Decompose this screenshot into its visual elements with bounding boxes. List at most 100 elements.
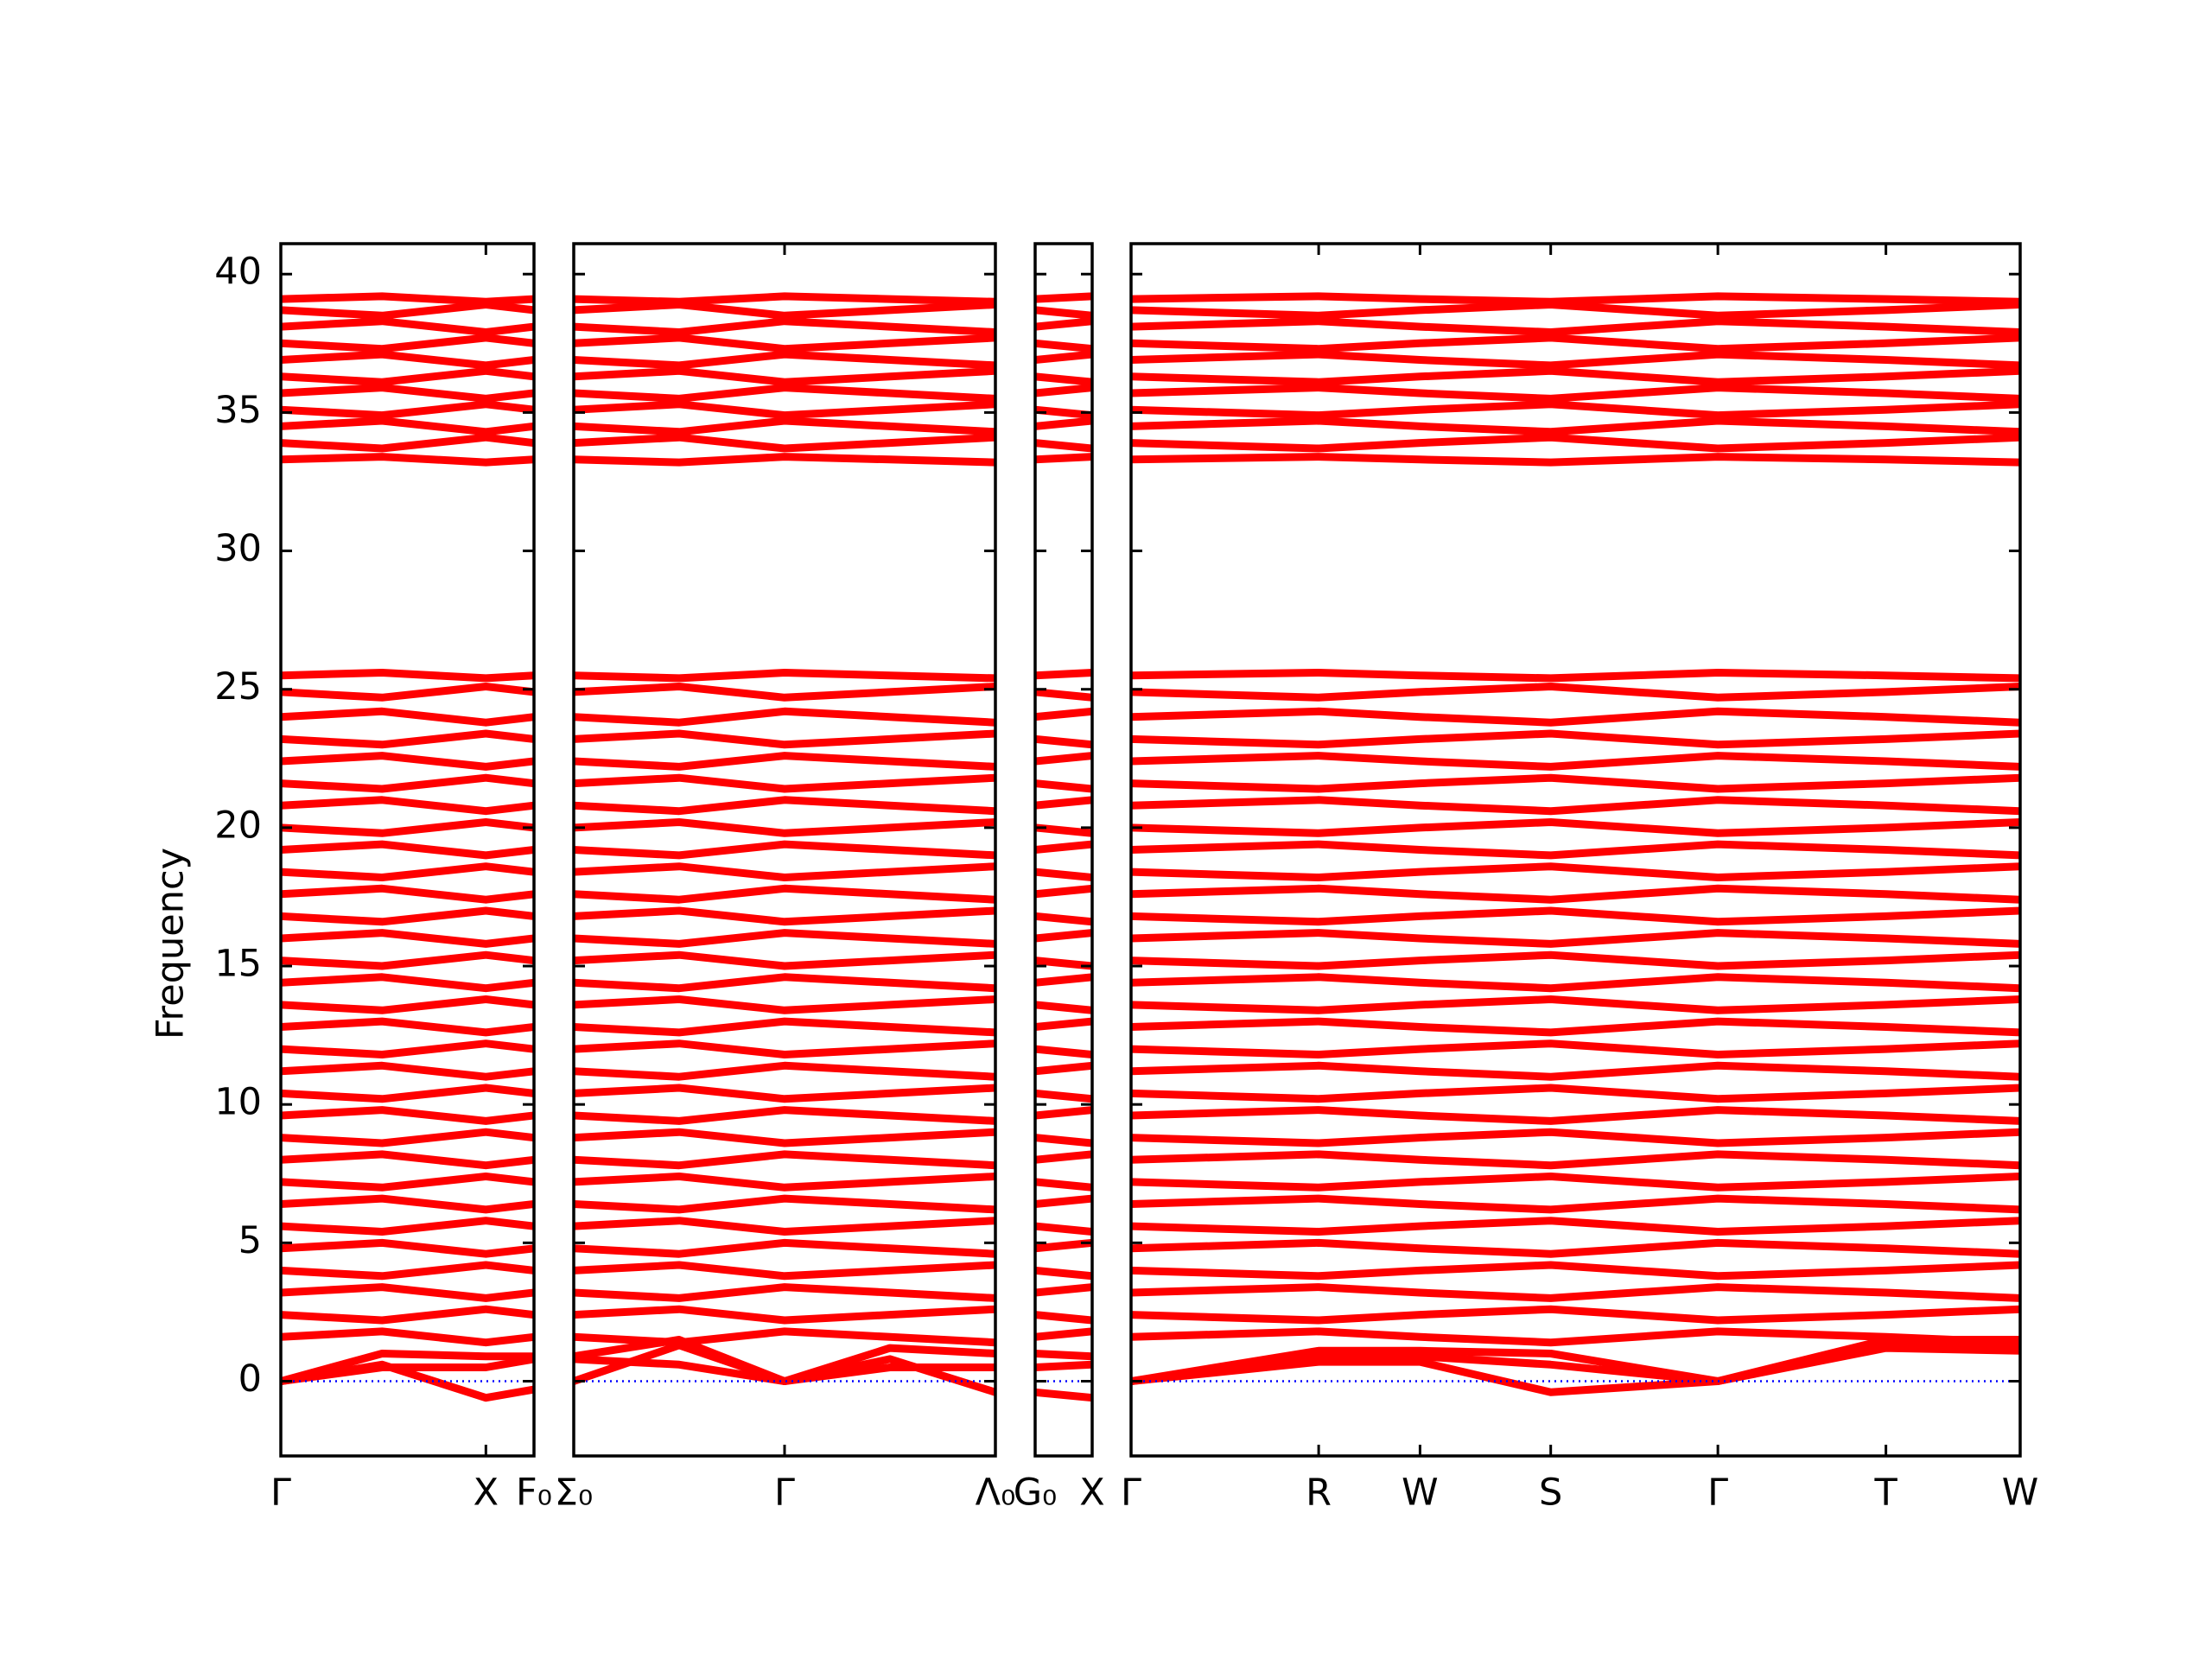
band-line bbox=[1131, 973, 2020, 993]
band-line bbox=[1035, 1178, 1092, 1192]
band-line bbox=[1035, 973, 1092, 987]
band-line bbox=[281, 416, 534, 436]
x-tick-label: Γ bbox=[1121, 1471, 1141, 1515]
band-line bbox=[574, 301, 995, 320]
band-line bbox=[281, 1355, 534, 1385]
band-line bbox=[574, 906, 995, 926]
band-line bbox=[1131, 292, 2020, 306]
band-line bbox=[574, 796, 995, 816]
band-line bbox=[281, 1084, 534, 1103]
band-line bbox=[1131, 818, 2020, 837]
band-line bbox=[1035, 416, 1092, 430]
band-line bbox=[1035, 912, 1092, 926]
band-line bbox=[1131, 840, 2020, 860]
band-line bbox=[1131, 334, 2020, 353]
band-line bbox=[1035, 1388, 1092, 1402]
x-tick-label: R bbox=[1306, 1471, 1332, 1515]
band-line bbox=[1035, 339, 1092, 353]
band-line bbox=[281, 950, 534, 970]
band-line bbox=[574, 683, 995, 702]
band-line bbox=[1035, 1311, 1092, 1325]
band-line bbox=[574, 1061, 995, 1081]
plot-area bbox=[1035, 292, 1092, 1402]
panel-frame bbox=[1033, 242, 1094, 1458]
band-line bbox=[574, 1106, 995, 1125]
band-line bbox=[574, 818, 995, 837]
x-tick-label: X bbox=[474, 1471, 499, 1515]
band-line bbox=[574, 1150, 995, 1170]
y-tick-label: 35 bbox=[214, 389, 262, 432]
band-line bbox=[1035, 1283, 1092, 1297]
y-tick-label: 5 bbox=[238, 1219, 262, 1262]
band-line bbox=[1131, 416, 2020, 436]
band-line bbox=[574, 707, 995, 727]
band-line bbox=[281, 1061, 534, 1081]
plot-area bbox=[574, 292, 995, 1396]
y-tick-label: 40 bbox=[214, 251, 262, 294]
band-line bbox=[574, 1238, 995, 1258]
band-line bbox=[1035, 779, 1092, 793]
band-line bbox=[281, 453, 534, 467]
band-line bbox=[1131, 669, 2020, 683]
band-line bbox=[574, 995, 995, 1014]
band-line bbox=[1131, 1017, 2020, 1037]
band-line bbox=[1131, 796, 2020, 816]
band-line bbox=[574, 453, 995, 467]
band-line bbox=[281, 1039, 534, 1058]
band-line bbox=[1131, 884, 2020, 904]
band-line bbox=[574, 1283, 995, 1302]
band-line bbox=[281, 1194, 534, 1214]
band-line bbox=[1035, 1327, 1092, 1341]
band-line bbox=[281, 384, 534, 403]
band-line bbox=[1035, 292, 1092, 303]
band-line bbox=[1131, 1217, 2020, 1236]
band-line bbox=[1131, 1106, 2020, 1125]
band-line bbox=[281, 884, 534, 904]
x-tick-label: F₀ bbox=[516, 1471, 552, 1515]
band-line bbox=[1035, 688, 1092, 702]
band-line bbox=[574, 317, 995, 336]
band-line bbox=[281, 929, 534, 948]
band-line bbox=[1035, 306, 1092, 320]
band-line bbox=[281, 707, 534, 727]
band-line bbox=[281, 973, 534, 993]
band-line bbox=[1035, 405, 1092, 420]
band-line bbox=[1131, 1238, 2020, 1258]
band-line bbox=[1035, 840, 1092, 854]
band-line bbox=[1131, 400, 2020, 420]
band-line bbox=[574, 1017, 995, 1037]
band-line bbox=[574, 366, 995, 386]
band-line bbox=[1131, 729, 2020, 749]
band-line bbox=[574, 950, 995, 970]
band-line bbox=[281, 818, 534, 837]
band-line bbox=[1131, 1341, 2020, 1385]
band-line bbox=[1131, 1150, 2020, 1170]
band-line bbox=[1035, 1106, 1092, 1120]
band-line bbox=[1035, 796, 1092, 810]
band-line bbox=[574, 400, 995, 420]
band-line bbox=[1035, 453, 1092, 464]
band-line bbox=[1035, 929, 1092, 943]
band-line bbox=[574, 1217, 995, 1236]
band-line bbox=[1035, 1360, 1092, 1371]
x-tick-label: Γ bbox=[774, 1471, 795, 1515]
band-line bbox=[1035, 884, 1092, 899]
band-line bbox=[574, 862, 995, 881]
band-line bbox=[574, 350, 995, 370]
band-line bbox=[1131, 752, 2020, 771]
band-line bbox=[281, 350, 534, 370]
y-axis-label: Frequency bbox=[149, 848, 193, 1039]
band-line bbox=[1035, 350, 1092, 364]
band-line bbox=[1035, 439, 1092, 453]
band-line bbox=[281, 773, 534, 793]
band-line bbox=[1035, 1150, 1092, 1164]
band-line bbox=[1035, 1061, 1092, 1076]
x-tick-label: X bbox=[1079, 1471, 1104, 1515]
band-line bbox=[1035, 669, 1092, 680]
band-line bbox=[574, 929, 995, 948]
x-tick-label: Γ bbox=[1707, 1471, 1728, 1515]
band-line bbox=[281, 796, 534, 816]
plot-area bbox=[281, 292, 534, 1402]
band-line bbox=[1035, 1194, 1092, 1208]
band-line bbox=[574, 669, 995, 683]
